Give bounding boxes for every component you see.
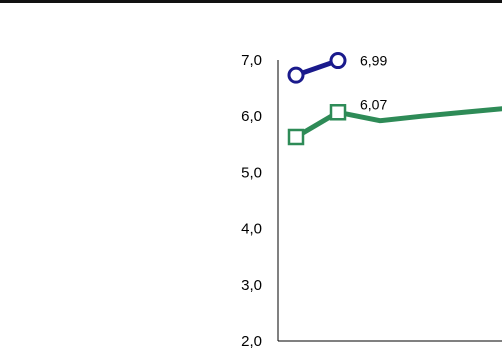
y-tick-label: 5,0: [241, 164, 262, 181]
data-label: 6,99: [360, 53, 387, 69]
data-labels: 6,99 6,07: [360, 53, 387, 113]
top-bar: [0, 0, 502, 3]
y-tick-label: 4,0: [241, 221, 262, 238]
y-tick-label: 7,0: [241, 52, 262, 69]
y-tick-label: 6,0: [241, 108, 262, 125]
data-point: [287, 128, 305, 146]
series-line: [293, 106, 502, 140]
data-point: [329, 52, 347, 70]
series-layer: [287, 52, 502, 146]
y-axis-ticks: 2,0 3,0 4,0 5,0 6,0 7,0: [241, 52, 262, 350]
data-label: 6,07: [360, 96, 387, 112]
y-tick-label: 2,0: [241, 333, 262, 350]
y-tick-label: 3,0: [241, 277, 262, 294]
data-point: [329, 104, 347, 121]
data-point: [287, 66, 305, 84]
